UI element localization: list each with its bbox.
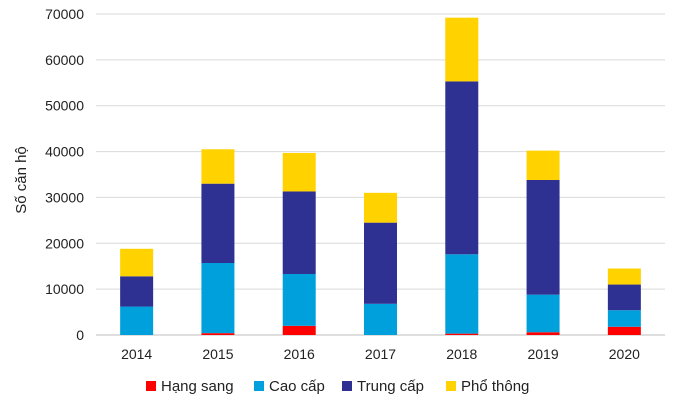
bar-segment-2019-cao-cấp <box>526 294 560 333</box>
x-tick-label: 2015 <box>202 346 233 362</box>
bar-segment-2018-trung-cấp <box>445 81 479 255</box>
y-tick-label: 50000 <box>45 98 84 114</box>
bar-segment-2016-trung-cấp <box>282 191 316 275</box>
bar-segment-2015-trung-cấp <box>201 183 235 264</box>
bar-segment-2019-trung-cấp <box>526 180 560 295</box>
y-tick-label: 10000 <box>45 281 84 297</box>
bar-segment-2019-hạng-sang <box>526 332 560 335</box>
bar-segment-2015-cao-cấp <box>201 263 235 334</box>
x-tick-label: 2014 <box>121 346 152 362</box>
y-axis-label: Số căn hộ <box>13 146 30 214</box>
bar-segment-2019-phổ-thông <box>526 150 560 181</box>
bar-segment-2018-phổ-thông <box>445 17 479 82</box>
bar-segment-2015-phổ-thông <box>201 149 235 184</box>
bar-segment-2020-cao-cấp <box>607 310 641 327</box>
bar-segment-2017-trung-cấp <box>364 222 397 304</box>
x-tick-label: 2019 <box>527 346 558 362</box>
bar-segment-2020-trung-cấp <box>607 284 641 311</box>
x-tick-label: 2020 <box>609 346 640 362</box>
bar-segment-2017-phổ-thông <box>364 192 397 223</box>
x-tick-label: 2016 <box>284 346 315 362</box>
bar-segment-2020-phổ-thông <box>607 268 641 285</box>
legend-label: Hạng sang <box>161 378 234 395</box>
bar-segment-2018-cao-cấp <box>445 254 479 334</box>
legend-label: Phổ thông <box>461 378 529 395</box>
y-tick-label: 60000 <box>45 52 84 68</box>
y-tick-label: 40000 <box>45 144 84 160</box>
bar-segment-2014-cao-cấp <box>120 306 154 335</box>
x-tick-label: 2018 <box>446 346 477 362</box>
legend: Hạng sang Cao cấp Trung cấp Phổ thông <box>146 378 529 395</box>
y-tick-label: 20000 <box>45 235 84 251</box>
legend-swatch <box>146 381 156 391</box>
bar-segment-2014-phổ-thông <box>120 248 154 277</box>
legend-swatch <box>254 381 264 391</box>
x-axis-ticks: 2014 2015 2016 2017 2018 2019 2020 <box>121 346 640 362</box>
y-tick-label: 0 <box>76 327 84 343</box>
bar-segment-2014-trung-cấp <box>120 276 154 307</box>
x-tick-label: 2017 <box>365 346 396 362</box>
bars <box>120 17 641 335</box>
legend-label: Trung cấp <box>357 378 424 395</box>
bar-segment-2016-phổ-thông <box>282 152 316 192</box>
legend-swatch <box>446 381 456 391</box>
bar-segment-2020-hạng-sang <box>607 326 641 335</box>
y-axis-ticks: 0 10000 20000 30000 40000 50000 60000 70000 <box>45 6 84 343</box>
y-tick-label: 30000 <box>45 189 84 205</box>
y-tick-label: 70000 <box>45 6 84 22</box>
bar-segment-2018-hạng-sang <box>445 333 479 335</box>
bar-segment-2016-cao-cấp <box>282 274 316 326</box>
bar-segment-2015-hạng-sang <box>201 333 235 335</box>
bar-segment-2017-cao-cấp <box>364 303 397 335</box>
bar-segment-2016-hạng-sang <box>282 325 316 335</box>
legend-swatch <box>342 381 352 391</box>
legend-label: Cao cấp <box>269 378 325 395</box>
